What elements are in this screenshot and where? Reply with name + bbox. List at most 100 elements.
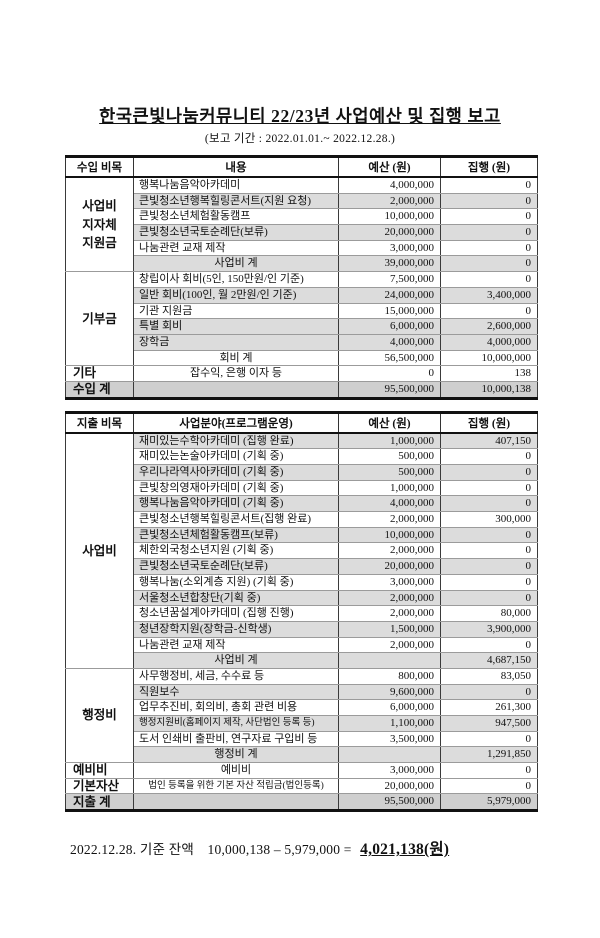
table-row: 기관 지원금 15,000,000 0 (66, 302, 538, 320)
spent-amount-cell: 0 (440, 192, 538, 210)
budget-amount-cell: 95,500,000 (338, 380, 441, 399)
budget-amount-cell: 1,500,000 (338, 620, 441, 638)
spent-amount-cell: 261,300 (440, 699, 538, 716)
budget-amount-cell: 39,000,000 (338, 255, 441, 273)
budget-amount-cell: 6,000,000 (338, 699, 441, 716)
table-row: 체한외국청소년지원 (기획 중) 2,000,000 0 (66, 542, 538, 560)
column-header: 집행 (원) (440, 156, 538, 178)
category-cell: 행정비 (65, 667, 134, 764)
item-cell: 행정지원비(홈페이지 제작, 사단법인 등록 등) (133, 715, 339, 732)
category-cell: 기타 (65, 365, 134, 382)
spent-amount-cell: 138 (440, 365, 538, 382)
item-cell: 장학금 (133, 333, 339, 351)
item-cell: 서울청소년합창단(기획 중) (133, 589, 339, 607)
budget-amount-cell: 15,000,000 (338, 302, 441, 320)
budget-amount-cell: 3,000,000 (338, 573, 441, 591)
item-cell: 일반 회비(100인, 월 2만원/인 기준) (133, 286, 339, 304)
expense-table-header: 지출 비목 사업분야(프로그램운영) 예산 (원) 집행 (원) (65, 411, 538, 434)
budget-amount-cell: 500,000 (338, 464, 441, 481)
budget-amount-cell (338, 746, 441, 764)
income-table-header: 수입 비목 내용 예산 (원) 집행 (원) (65, 156, 538, 178)
table-row: 큰빛청소년국토순례단(보류) 20,000,000 0 (66, 224, 538, 241)
budget-amount-cell: 56,500,000 (338, 349, 441, 367)
spent-amount-cell: 4,687,150 (440, 652, 538, 669)
table-row: 행복나눔(소외계층 지원) (기획 중) 3,000,000 0 (66, 573, 538, 591)
item-cell: 큰빛창의영재아카데미 (기획 중) (133, 479, 339, 497)
spent-amount-cell: 1,291,850 (440, 746, 538, 764)
expense-table-body: 사업비 재미있는수학아카데미 (집행 완료) 1,000,000 407,150 재미있… (65, 432, 538, 812)
spent-amount-cell: 4,000,000 (440, 333, 538, 351)
item-cell: 잡수익, 은행 이자 등 (133, 365, 339, 382)
table-row: 큰빛청소년행복힐링콘서트(집행 완료) 2,000,000 300,000 (66, 511, 538, 528)
item-cell: 사무행정비, 세금, 수수료 등 (133, 667, 339, 685)
table-row: 수입 계 95,500,000 10,000,138 (65, 380, 538, 399)
item-cell: 우리나라역사아카데미 (기획 중) (133, 464, 339, 481)
spent-amount-cell: 3,900,000 (440, 620, 538, 638)
table-row: 나눔관련 교재 제작 2,000,000 0 (66, 636, 538, 654)
table-row: 사업비 계 4,687,150 (66, 652, 538, 669)
spent-amount-cell: 83,050 (440, 667, 538, 685)
spent-amount-cell: 0 (440, 495, 538, 513)
budget-amount-cell: 0 (338, 365, 441, 382)
budget-amount-cell (338, 652, 441, 669)
table-row: 우리나라역사아카데미 (기획 중) 500,000 0 (66, 464, 538, 481)
budget-amount-cell: 6,000,000 (338, 318, 441, 335)
table-row: 기본자산 법인 등록을 위한 기본 자산 적립금(법인등록) 20,000,000 0 (65, 777, 538, 795)
spent-amount-cell: 0 (440, 176, 538, 194)
table-row: 도서 인쇄비 출판비, 연구자료 구입비 등 3,500,000 0 (66, 730, 538, 748)
balance-prefix: 2022.12.28. 기준 잔액 (70, 842, 194, 858)
item-cell: 행복나눔음악아카데미 (기획 중) (133, 495, 339, 513)
balance-summary: 2022.12.28. 기준 잔액 10,000,138 – 5,979,000… (70, 837, 600, 859)
spent-amount-cell: 5,979,000 (440, 793, 538, 812)
spent-amount-cell: 0 (440, 573, 538, 591)
income-table-body: 사업비 지자체 지원금 행복나눔음악아카데미 4,000,000 0 큰빛청소년행복힐링… (65, 176, 538, 399)
budget-amount-cell: 2,000,000 (338, 605, 441, 622)
budget-amount-cell: 20,000,000 (338, 777, 441, 795)
table-row: 특별 회비 6,000,000 2,600,000 (66, 318, 538, 335)
column-header: 집행 (원) (440, 411, 538, 434)
item-cell: 법인 등록을 위한 기본 자산 적립금(법인등록) (133, 777, 339, 795)
item-cell: 직원보수 (133, 683, 339, 701)
category-cell: 사업비 (65, 432, 134, 669)
table-row: 큰빛청소년체험활동캠프(보류) 10,000,000 0 (66, 526, 538, 544)
budget-amount-cell: 800,000 (338, 667, 441, 685)
table-row: 지출 계 95,500,000 5,979,000 (65, 793, 538, 812)
item-cell: 큰빛청소년체험활동캠프 (133, 208, 339, 226)
column-header: 예산 (원) (338, 156, 441, 178)
spent-amount-cell: 10,000,000 (440, 349, 538, 367)
table-row: 일반 회비(100인, 월 2만원/인 기준) 24,000,000 3,400,0… (66, 286, 538, 304)
budget-amount-cell: 4,000,000 (338, 333, 441, 351)
table-row: 행복나눔음악아카데미 (기획 중) 4,000,000 0 (66, 495, 538, 513)
title-block: 한국큰빛나눔커뮤니티 22/23년 사업예산 및 집행 보고 (0, 103, 600, 128)
spent-amount-cell: 3,400,000 (440, 286, 538, 304)
spent-amount-cell: 0 (440, 239, 538, 257)
category-cell: 예비비 (65, 762, 134, 779)
column-header: 내용 (133, 156, 339, 178)
column-header: 예산 (원) (338, 411, 441, 434)
category-cell: 지출 계 (65, 793, 134, 812)
table-row: 청년장학지원(장학금-신학생) 1,500,000 3,900,000 (66, 620, 538, 638)
budget-amount-cell: 1,000,000 (338, 432, 441, 450)
table-row: 직원보수 9,600,000 0 (66, 683, 538, 701)
item-cell: 재미있는논술아카데미 (기획 중) (133, 448, 339, 465)
balance-result: 4,021,138(원) (360, 841, 450, 859)
table-row: 큰빛청소년행복힐링콘서트(지원 요청) 2,000,000 0 (66, 192, 538, 210)
item-cell: 재미있는수학아카데미 (집행 완료) (133, 432, 339, 450)
table-row: 큰빛청소년체험활동캠프 10,000,000 0 (66, 208, 538, 226)
table-row: 청소년꿈설계아카데미 (집행 진행) 2,000,000 80,000 (66, 605, 538, 622)
column-header: 사업분야(프로그램운영) (133, 411, 339, 434)
column-header: 지출 비목 (65, 411, 134, 434)
spent-amount-cell: 0 (440, 589, 538, 607)
spent-amount-cell: 2,600,000 (440, 318, 538, 335)
spent-amount-cell: 0 (440, 558, 538, 575)
spent-amount-cell: 0 (440, 542, 538, 560)
income-table: 수입 비목 내용 예산 (원) 집행 (원) 사업비 지자체 지원금 행복나눔음악아카데… (65, 155, 538, 400)
budget-amount-cell: 3,000,000 (338, 762, 441, 779)
spent-amount-cell: 407,150 (440, 432, 538, 450)
item-cell: 행정비 계 (133, 746, 339, 764)
spent-amount-cell: 0 (440, 683, 538, 701)
spent-amount-cell: 0 (440, 777, 538, 795)
item-cell: 기관 지원금 (133, 302, 339, 320)
spent-amount-cell: 0 (440, 255, 538, 273)
